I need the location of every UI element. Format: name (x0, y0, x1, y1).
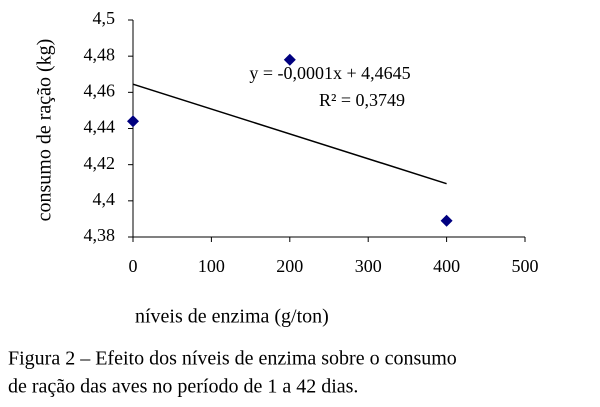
point (283, 53, 296, 66)
y-axis-label: consumo de ração (kg) (34, 39, 56, 222)
trendline (132, 83, 447, 185)
y-tick-label: 4,4 (93, 189, 116, 209)
y-tick-label: 4,38 (84, 225, 116, 245)
x-tick-label: 100 (198, 256, 225, 276)
y-tick-label: 4,46 (84, 80, 116, 100)
x-tick-label: 0 (129, 256, 138, 276)
x-axis-label: níveis de enzima (g/ton) (135, 306, 329, 328)
equation: y = -0,0001x + 4,4645 (249, 63, 410, 83)
y-tick-label: 4,42 (84, 153, 116, 173)
x-tick-label: 500 (512, 256, 539, 276)
caption: de ração das aves no período de 1 a 42 d… (8, 376, 358, 398)
caption: Figura 2 – Efeito dos níveis de enzima s… (8, 348, 457, 370)
x-tick-label: 200 (276, 256, 303, 276)
x-tick-label: 300 (355, 256, 382, 276)
point (440, 214, 453, 227)
r-squared: R² = 0,3749 (319, 90, 405, 110)
y-tick-label: 4,44 (84, 117, 116, 137)
point (127, 115, 139, 128)
y-tick-label: 4,48 (84, 44, 116, 64)
x-tick-label: 400 (433, 256, 460, 276)
y-tick-label: 4,5 (93, 8, 116, 28)
